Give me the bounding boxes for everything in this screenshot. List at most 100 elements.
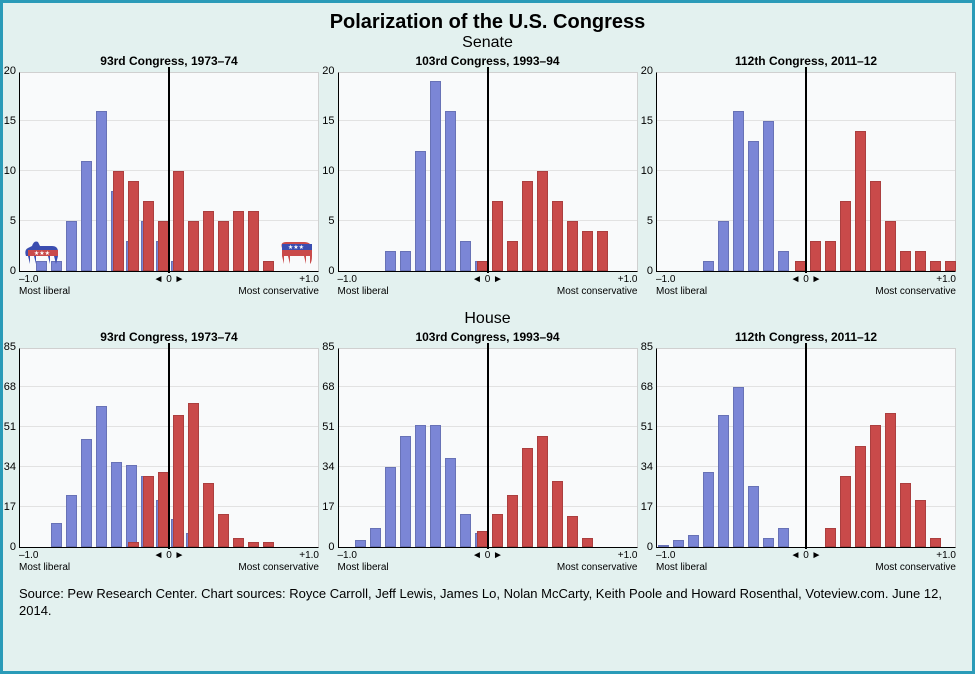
y-tick-label: 68 (4, 381, 20, 393)
bar (552, 481, 563, 547)
y-tick-label: 51 (322, 421, 338, 433)
y-tick-label: 68 (322, 381, 338, 393)
x-tick-center: ◄ 0 ► (154, 274, 185, 285)
x-tick-left: –1.0 (19, 274, 38, 285)
chart-panel: 93rd Congress, 1973–7401734516885–1.0◄ 0… (19, 330, 319, 578)
bar (840, 476, 851, 547)
y-tick-label: 51 (4, 421, 20, 433)
zero-line (168, 67, 170, 273)
x-label-right: Most conservative (238, 562, 319, 573)
bar (825, 241, 836, 271)
y-tick-label: 15 (641, 115, 657, 127)
bar (522, 448, 533, 547)
house-row: 93rd Congress, 1973–74 01734516885 –1.0 ◄ 0… (19, 330, 956, 578)
chart-panel: 93rd Congress, 1973–7405101520★★★★★★–1.0… (19, 54, 319, 302)
y-tick-label: 17 (4, 501, 20, 513)
zero-line (168, 343, 170, 549)
panel-title: 112th Congress, 2011–12 (656, 330, 956, 344)
bar (748, 141, 759, 271)
x-label-left: Most liberal (656, 286, 707, 297)
x-label-right: Most conservative (875, 562, 956, 573)
bar (66, 221, 77, 271)
bar (507, 495, 518, 547)
bar (915, 500, 926, 547)
main-title: Polarization of the U.S. Congress (19, 11, 956, 34)
x-tick-left: –1.0 (656, 274, 675, 285)
bar (66, 495, 77, 547)
x-tick-right: +1.0 (936, 274, 956, 285)
bar (718, 221, 729, 271)
bar (188, 403, 199, 547)
bar (507, 241, 518, 271)
x-tick-left: –1.0 (338, 550, 357, 561)
bar (233, 538, 244, 547)
bar (96, 111, 107, 271)
bar (415, 425, 426, 547)
bar (855, 131, 866, 271)
x-axis: –1.0◄ 0 ►+1.0Most liberalMost conservati… (656, 272, 956, 302)
chart-panel: 112th Congress, 2011–1201734516885–1.0◄ … (656, 330, 956, 578)
bar (81, 161, 92, 271)
bar (36, 261, 47, 271)
bar (870, 181, 881, 271)
bar (855, 446, 866, 547)
bar (733, 111, 744, 271)
senate-row: 93rd Congress, 1973–7405101520★★★★★★–1.0… (19, 54, 956, 302)
x-label-left: Most liberal (19, 562, 70, 573)
x-tick-center: ◄ 0 ► (154, 550, 185, 561)
x-label-right: Most conservative (557, 286, 638, 297)
y-tick-label: 5 (647, 215, 657, 227)
x-label-left: Most liberal (338, 562, 389, 573)
y-tick-label: 17 (641, 501, 657, 513)
bar (173, 171, 184, 271)
bar (688, 535, 699, 547)
x-label-right: Most conservative (238, 286, 319, 297)
x-axis: –1.0◄ 0 ►+1.0Most liberalMost conservati… (19, 272, 319, 302)
zero-line (805, 343, 807, 549)
bar (870, 425, 881, 547)
y-tick-label: 15 (322, 115, 338, 127)
x-label-left: Most liberal (338, 286, 389, 297)
bar (778, 251, 789, 271)
panel-title: 103rd Congress, 1993–94 (338, 330, 638, 344)
x-tick-center: ◄ 0 ► (472, 274, 503, 285)
senate-section-title: Senate (19, 34, 956, 52)
bar (900, 483, 911, 547)
x-label-left: Most liberal (656, 562, 707, 573)
bar (718, 415, 729, 547)
panel-title: 93rd Congress, 1973–74 (19, 330, 319, 344)
y-tick-label: 20 (4, 65, 20, 77)
bar (930, 538, 941, 547)
bar (460, 514, 471, 547)
bar (597, 231, 608, 271)
x-tick-right: +1.0 (936, 550, 956, 561)
chart-panel: 103rd Congress, 1993–9401734516885–1.0◄ … (338, 330, 638, 578)
x-tick-left: –1.0 (338, 274, 357, 285)
bar (415, 151, 426, 271)
bar (370, 528, 381, 547)
bar (900, 251, 911, 271)
bar (128, 181, 139, 271)
y-tick-label: 15 (4, 115, 20, 127)
bar (445, 111, 456, 271)
x-tick-right: +1.0 (618, 550, 638, 561)
bar (143, 476, 154, 547)
zero-line (487, 343, 489, 549)
y-tick-label: 20 (322, 65, 338, 77)
bar (126, 465, 137, 547)
bar (582, 231, 593, 271)
x-axis: –1.0◄ 0 ►+1.0Most liberalMost conservati… (19, 548, 319, 578)
bar (445, 458, 456, 547)
x-tick-right: +1.0 (299, 550, 319, 561)
x-axis: –1.0◄ 0 ►+1.0Most liberalMost conservati… (338, 272, 638, 302)
bar (885, 221, 896, 271)
bar (885, 413, 896, 547)
bar (218, 221, 229, 271)
y-tick-label: 17 (322, 501, 338, 513)
bar (385, 251, 396, 271)
plot-area: 01734516885 (656, 348, 956, 548)
bar (567, 221, 578, 271)
panel-title: 93rd Congress, 1973–74 (19, 54, 319, 68)
y-tick-label: 68 (641, 381, 657, 393)
x-tick-center: ◄ 0 ► (791, 274, 822, 285)
